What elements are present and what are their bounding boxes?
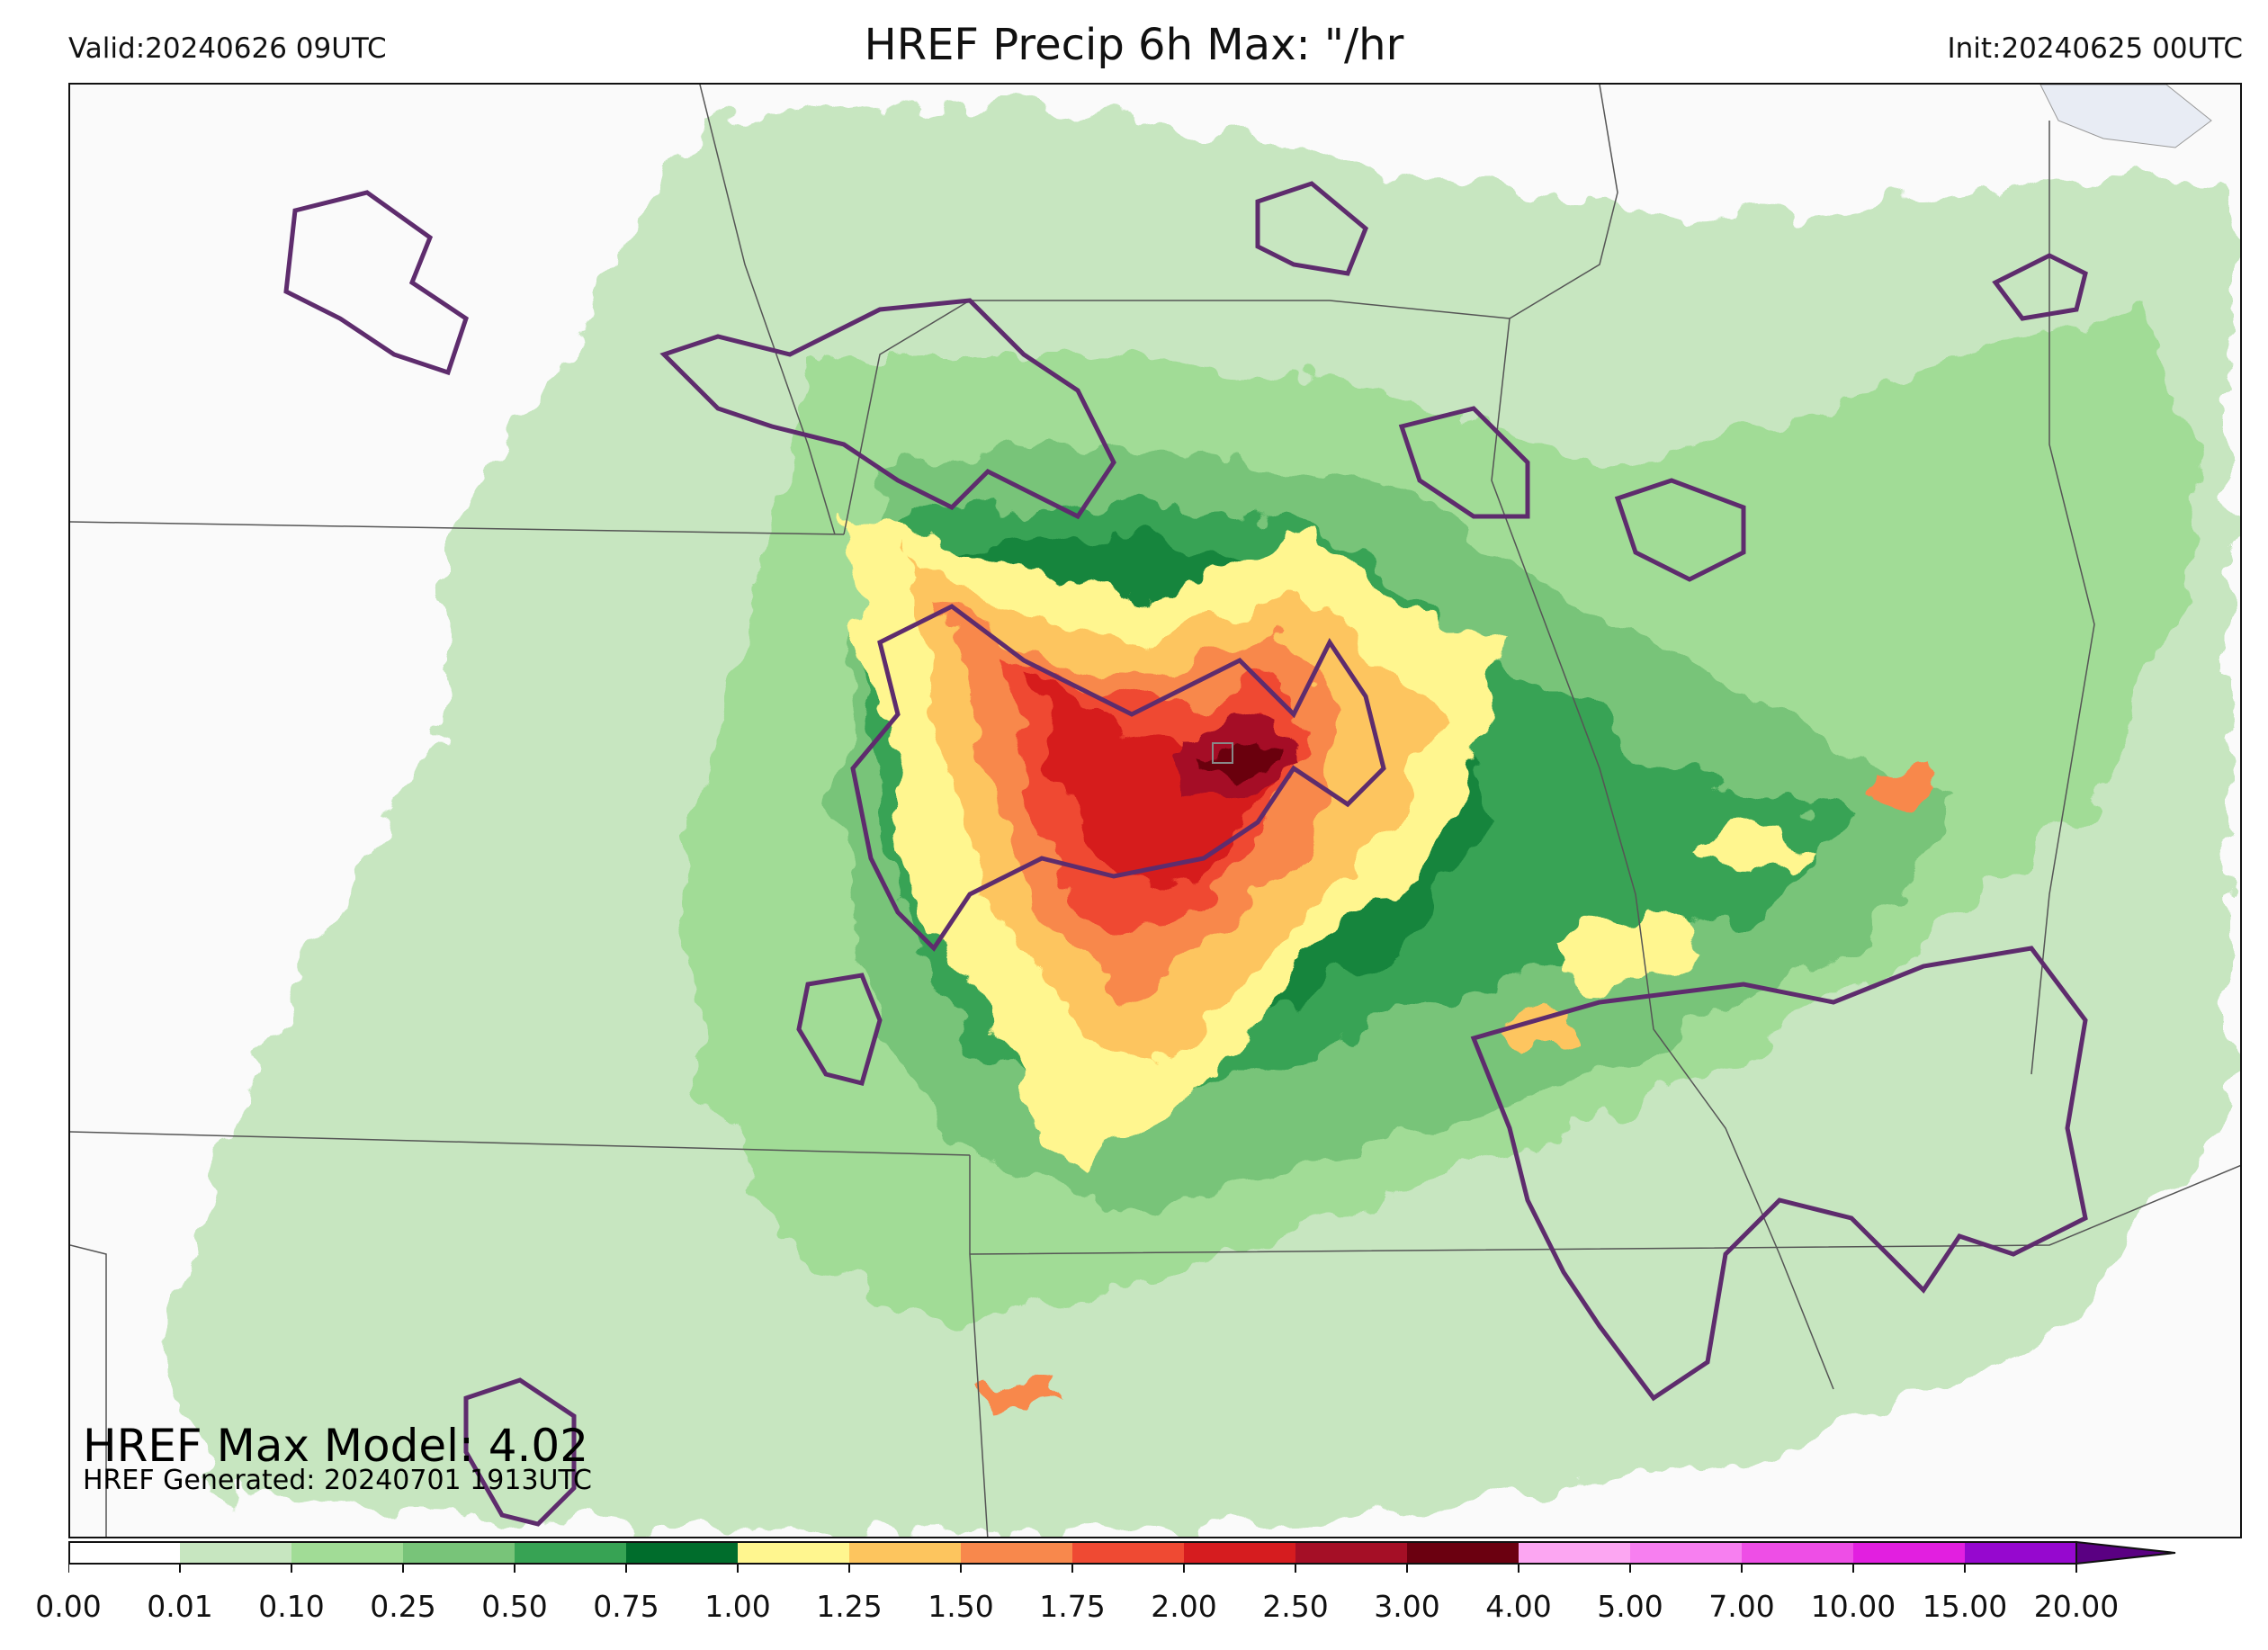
precip-field: [160, 103, 2229, 1533]
colorbar-tick-label: 3.00: [1374, 1589, 1440, 1624]
colorbar-tick-label: 1.00: [704, 1589, 771, 1624]
colorbar-tick-label: 4.00: [1485, 1589, 1552, 1624]
colorbar-segment: [961, 1542, 1072, 1564]
init-time-label: Init:20240625 00UTC: [1947, 32, 2243, 65]
colorbar-segment: [849, 1542, 961, 1564]
precip-map: [68, 83, 2242, 1538]
colorbar-segment: [738, 1542, 849, 1564]
generated-label: HREF Generated: 20240701 1913UTC: [83, 1465, 593, 1496]
colorbar-tick-label: 1.50: [928, 1589, 994, 1624]
colorbar-tick-label: 0.75: [593, 1589, 659, 1624]
colorbar-tick-label: 0.50: [481, 1589, 548, 1624]
lake-shape: [2039, 85, 2212, 148]
colorbar-tick-label: 1.75: [1039, 1589, 1106, 1624]
colorbar-tick-label: 15.00: [1922, 1589, 2008, 1624]
probability-contours: [283, 181, 2088, 1527]
state-boundaries: [70, 85, 2240, 1537]
colorbar-tick-label: 1.25: [816, 1589, 883, 1624]
max-model-label: HREF Max Model: 4.02: [83, 1420, 589, 1472]
colorbar-tick-label: 20.00: [2033, 1589, 2120, 1624]
colorbar-segment: [1630, 1542, 1742, 1564]
colorbar-segment: [68, 1542, 180, 1564]
colorbar-segment: [403, 1542, 515, 1564]
colorbar-segment: [1965, 1542, 2076, 1564]
colorbar-segment: [1407, 1542, 1519, 1564]
chart-title: HREF Precip 6h Max: "/hr: [864, 20, 1404, 70]
colorbar-extend-arrow: [2075, 1540, 2176, 1565]
colorbar-tick-label: 0.10: [258, 1589, 325, 1624]
valid-time-label: Valid:20240626 09UTC: [68, 32, 387, 65]
colorbar-tick-label: 0.25: [370, 1589, 436, 1624]
colorbar-segment: [626, 1542, 738, 1564]
colorbar-tick-label: 2.00: [1151, 1589, 1217, 1624]
colorbar-tick-label: 2.50: [1262, 1589, 1329, 1624]
colorbar-segment: [515, 1542, 626, 1564]
colorbar-segment: [1853, 1542, 1965, 1564]
colorbar-tick-label: 0.00: [35, 1589, 102, 1624]
colorbar-tick-label: 7.00: [1708, 1589, 1775, 1624]
colorbar-segment: [1295, 1542, 1407, 1564]
colorbar-segment: [180, 1542, 291, 1564]
max-location-marker: [1212, 742, 1233, 764]
colorbar: [68, 1540, 2176, 1573]
colorbar-tick-label: 5.00: [1597, 1589, 1663, 1624]
colorbar-segment: [1072, 1542, 1184, 1564]
map-canvas: [70, 85, 2240, 1537]
colorbar-tick-label: 10.00: [1810, 1589, 1896, 1624]
colorbar-segment: [291, 1542, 403, 1564]
colorbar-segment: [1184, 1542, 1295, 1564]
colorbar-segment: [1519, 1542, 1630, 1564]
colorbar-tick-label: 0.01: [147, 1589, 213, 1624]
colorbar-segment: [1742, 1542, 1853, 1564]
